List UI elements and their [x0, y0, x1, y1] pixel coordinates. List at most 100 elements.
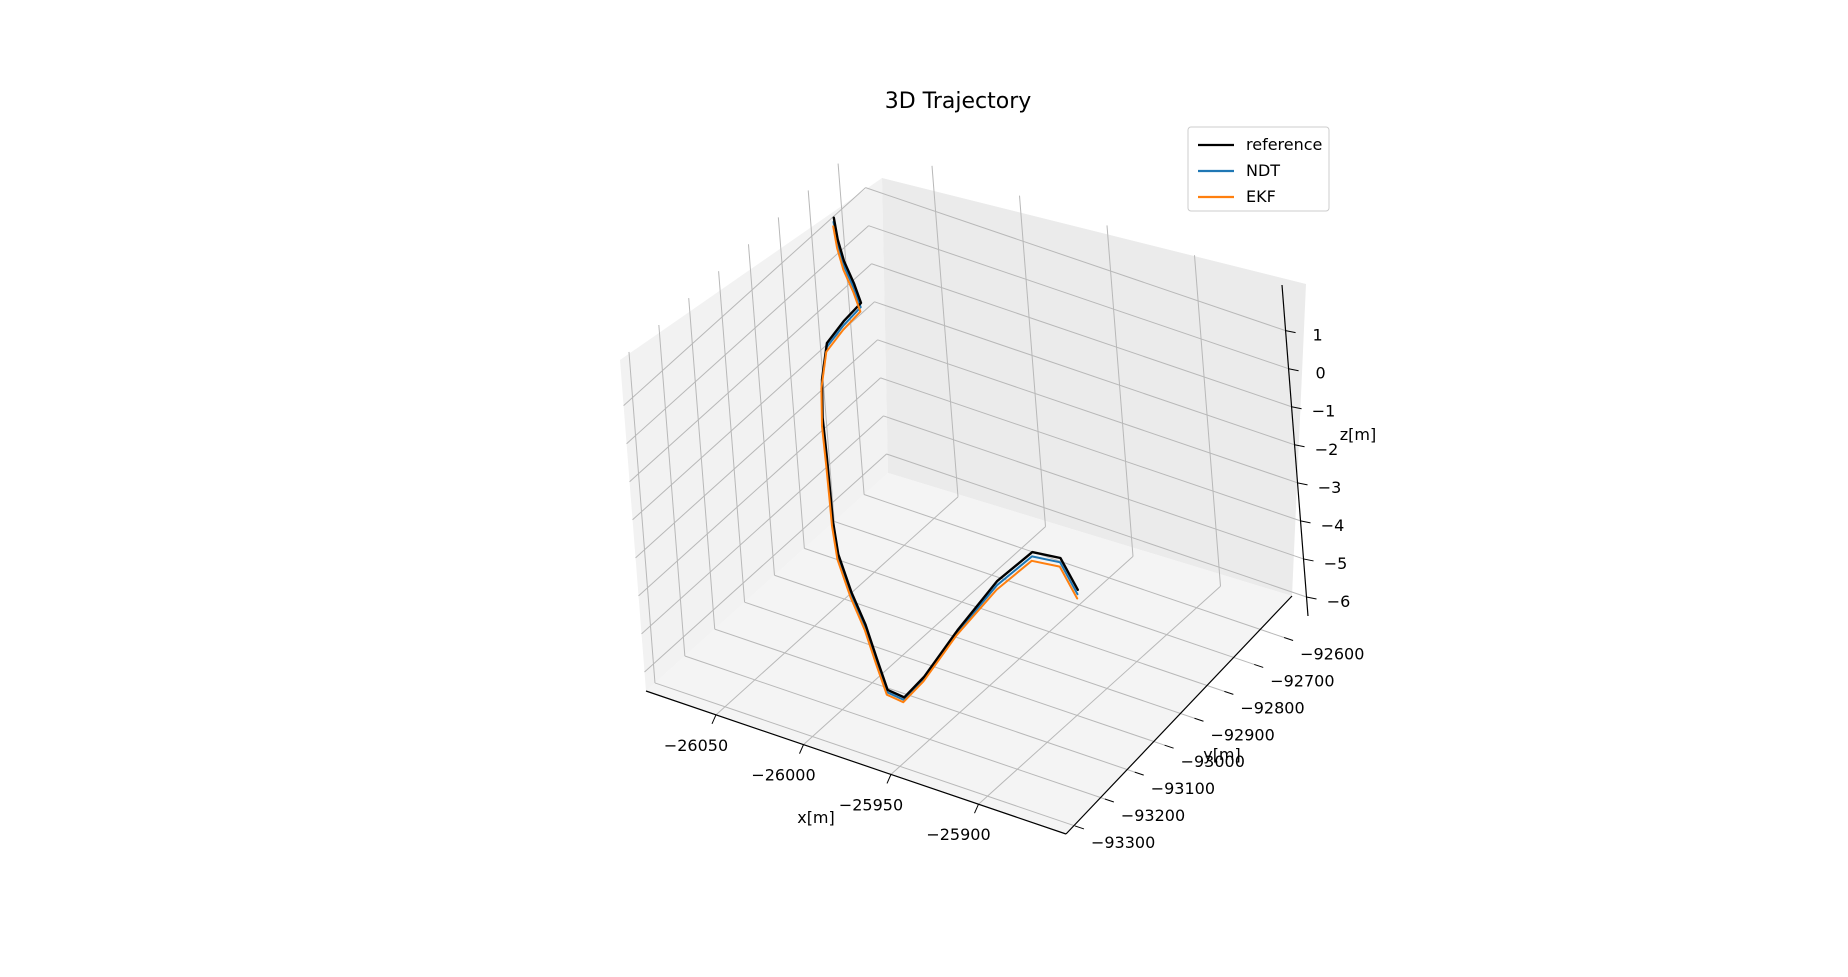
grid-y-left-1	[807, 190, 835, 522]
x-tick-label-0: −26050	[664, 736, 728, 755]
grid-y-floor-5	[714, 628, 1135, 773]
grid-x-floor-0	[715, 496, 959, 716]
y-tick-label-5: −93100	[1151, 779, 1215, 798]
grid-x-back-2	[1106, 225, 1134, 557]
legend: reference NDT EKF	[1187, 126, 1330, 212]
pane-left	[620, 178, 888, 691]
z-tick-label-3: −2	[1315, 440, 1339, 459]
x-tick-0	[711, 714, 717, 725]
y-tick-label-0: −92600	[1300, 645, 1364, 664]
z-tick-label-2: −1	[1312, 402, 1336, 421]
grid-x-back-0	[931, 165, 959, 497]
y-tick-label-2: −92800	[1240, 698, 1304, 717]
grid-x-floor-1	[803, 526, 1046, 745]
series-line-ekf	[820, 225, 1079, 704]
grid-z-left-2	[629, 263, 872, 483]
grid-z-back-7	[886, 453, 1307, 598]
grid-x-back-3	[1194, 255, 1221, 587]
grid-y-floor-4	[744, 601, 1165, 746]
y-tick-label-7: −93300	[1091, 833, 1155, 852]
z-tick-2	[1291, 406, 1302, 410]
z-tick-7	[1306, 596, 1317, 600]
tick-marks: −26050 −26000 −25950 −25900 −92600 −92700 −928…	[664, 326, 1365, 852]
z-tick-label-4: −3	[1318, 478, 1342, 497]
grid-z-back-2	[871, 263, 1292, 408]
z-tick-label-7: −6	[1327, 592, 1351, 611]
grid-z-left-4	[635, 339, 878, 559]
x-axis-label: x[m]	[797, 808, 835, 827]
grid-lines	[623, 163, 1307, 827]
grid-z-left-1	[626, 225, 869, 445]
y-tick-4	[1164, 744, 1174, 749]
z-tick-label-5: −4	[1321, 516, 1345, 535]
grid-y-left-7	[628, 351, 656, 683]
grid-y-left-4	[718, 271, 746, 603]
chart-title: 3D Trajectory	[885, 89, 1032, 114]
z-tick-label-0: 1	[1312, 326, 1322, 345]
grid-x-floor-2	[890, 556, 1134, 775]
grid-y-left-5	[688, 298, 716, 630]
legend-box	[1187, 126, 1330, 212]
grid-z-left-6	[641, 415, 884, 635]
grid-z-left-0	[623, 187, 866, 407]
pane-back	[882, 178, 1306, 596]
y-tick-5	[1134, 771, 1144, 776]
y-tick-label-3: −92900	[1210, 725, 1274, 744]
legend-label-ekf: EKF	[1246, 187, 1276, 206]
series-layer	[820, 216, 1080, 704]
y-tick-label-1: −92700	[1270, 671, 1334, 690]
z-tick-0	[1285, 330, 1296, 334]
z-axis-line	[1281, 284, 1309, 617]
x-tick-label-3: −25900	[926, 825, 990, 844]
y-axis-label: y[m]	[1203, 745, 1241, 764]
z-tick-label-1: 0	[1315, 364, 1325, 383]
grid-y-floor-1	[834, 520, 1255, 665]
grid-z-back-6	[883, 415, 1304, 560]
z-tick-5	[1300, 520, 1311, 524]
grid-y-left-3	[747, 244, 775, 576]
grid-y-floor-0	[863, 494, 1285, 639]
legend-label-ndt: NDT	[1246, 161, 1280, 180]
y-tick-7	[1074, 825, 1085, 830]
axes-panes	[620, 178, 1306, 834]
y-tick-label-4: −93000	[1181, 752, 1245, 771]
y-tick-label-6: −93200	[1121, 806, 1185, 825]
grid-y-left-2	[777, 217, 805, 549]
y-axis-line	[1065, 595, 1293, 835]
grid-y-floor-2	[804, 547, 1225, 692]
x-tick-1	[799, 744, 804, 754]
x-tick-2	[886, 774, 892, 784]
z-tick-3	[1294, 444, 1305, 448]
grid-z-left-5	[638, 377, 881, 597]
grid-y-left-6	[658, 324, 686, 657]
z-tick-4	[1297, 482, 1308, 486]
grid-z-left-7	[644, 453, 887, 673]
series-line-reference	[820, 216, 1080, 699]
grid-z-back-1	[868, 225, 1289, 370]
pane-floor	[646, 473, 1292, 834]
grid-y-floor-7	[654, 682, 1076, 827]
x-tick-3	[974, 804, 979, 814]
x-tick-label-1: −26000	[751, 766, 815, 785]
grid-y-left-0	[837, 163, 865, 495]
z-axis-label: z[m]	[1340, 425, 1376, 444]
grid-z-back-4	[877, 339, 1298, 484]
y-tick-1	[1254, 663, 1264, 668]
grid-y-floor-3	[774, 574, 1195, 719]
legend-label-reference: reference	[1246, 135, 1322, 154]
y-tick-3	[1194, 717, 1204, 722]
grid-z-back-3	[874, 301, 1295, 446]
grid-x-floor-3	[978, 585, 1221, 805]
grid-y-floor-6	[684, 655, 1106, 800]
z-tick-6	[1303, 558, 1314, 562]
y-tick-6	[1104, 798, 1114, 803]
z-tick-label-6: −5	[1324, 554, 1348, 573]
grid-x-back-1	[1019, 195, 1046, 527]
grid-z-back-5	[880, 377, 1301, 522]
z-tick-1	[1288, 368, 1299, 372]
grid-z-back-0	[865, 187, 1286, 332]
x-tick-label-2: −25950	[839, 795, 903, 814]
y-tick-2	[1224, 690, 1234, 695]
y-tick-0	[1283, 637, 1294, 642]
